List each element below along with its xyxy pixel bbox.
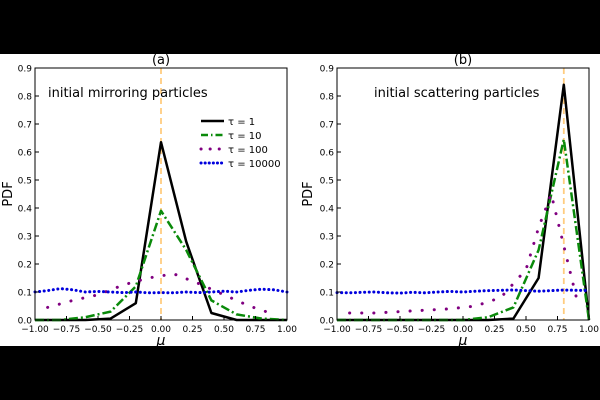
panel-a-xtick-label: −0.75: [53, 325, 81, 335]
panel-b-xtick-label: 0.25: [484, 325, 504, 335]
panel-a-xtick-label: −0.25: [116, 325, 144, 335]
panel-a-annotation: initial mirroring particles: [48, 86, 208, 101]
panel-b-ytick-label: 0.0: [320, 317, 335, 327]
panel-b-ytick-label: 0.6: [320, 149, 335, 159]
panel-a-ytick-label: 0.7: [18, 121, 32, 131]
panel-b-plot: −1.00 −0.75 −0.50 −0.25 0.00 0.25 0.50 0.75 1.00…: [320, 65, 600, 336]
panel-b-xtick-label: −0.25: [418, 325, 446, 335]
panel-a: −1.00 −0.75 −0.50 −0.25 0.00 0.25 0.50 0.75 1.00…: [1, 53, 298, 349]
panel-a-ytick-label: 0.5: [18, 177, 32, 187]
panel-b-xtick-label: 1.00: [579, 325, 599, 335]
panel-a-xlabel: μ: [156, 333, 166, 346]
panel-b-ytick-label: 0.5: [320, 177, 334, 187]
panel-b-frame: [336, 67, 590, 321]
panel-b-ytick-label: 0.2: [320, 261, 334, 271]
panel-b-xtick-label: 0.50: [516, 325, 536, 335]
panel-a-series-1: [35, 209, 288, 322]
panel-a-xtick-label: 0.50: [214, 325, 234, 335]
panel-a-title: (a): [152, 54, 170, 68]
panel-a-ytick-label: 0.0: [18, 317, 33, 327]
panel-a-xtick-label: −1.00: [21, 325, 49, 335]
panel-b-annotation: initial scattering particles: [374, 86, 540, 101]
panel-a-ylabel: PDF: [1, 181, 16, 206]
panel-a-xtick-label: 0.00: [151, 325, 171, 335]
panel-b-ytick-label: 0.4: [320, 205, 335, 215]
panel-a-ytick-label: 0.1: [18, 289, 32, 299]
panel-a-ytick-label: 0.3: [18, 233, 32, 243]
panel-b: −1.00 −0.75 −0.50 −0.25 0.00 0.25 0.50 0.75 1.00…: [301, 53, 600, 349]
panel-b-series-0: [337, 83, 591, 322]
panel-a-ytick-label: 0.9: [18, 65, 33, 75]
panel-a-plot: −1.00 −0.75 −0.50 −0.25 0.00 0.25 0.50 0.75 1.00…: [18, 65, 298, 336]
panel-b-series-3: [335, 288, 591, 295]
panel-b-ylabel: PDF: [301, 181, 316, 206]
legend-label-tau-1: τ = 1: [228, 117, 255, 128]
panel-b-title: (b): [454, 54, 472, 68]
panel-b-xtick-label: −1.00: [323, 325, 351, 335]
legend-label-tau-100: τ = 100: [228, 145, 268, 156]
panel-a-xtick-label: 0.75: [245, 325, 265, 335]
panel-a-ytick-label: 0.4: [18, 205, 33, 215]
chart-svg: −1.00 −0.75 −0.50 −0.25 0.00 0.25 0.50 0.75 1.00…: [1, 53, 600, 349]
legend-label-tau-10000: τ = 10000: [228, 159, 281, 170]
figure: −1.00 −0.75 −0.50 −0.25 0.00 0.25 0.50 0.75 1.00…: [0, 53, 600, 349]
panel-b-xlabel: μ: [458, 333, 468, 346]
panel-a-ytick-label: 0.6: [18, 149, 33, 159]
panel-a-legend: τ = 1 τ = 10 τ = 100 τ = 10000: [199, 117, 281, 170]
panel-b-xtick-label: 0.00: [453, 325, 473, 335]
panel-b-xtick-label: 0.75: [547, 325, 567, 335]
legend-label-tau-10: τ = 10: [228, 131, 261, 142]
panel-a-xtick-label: 0.25: [182, 325, 202, 335]
panel-b-ytick-label: 0.7: [320, 121, 334, 131]
panel-b-xtick-label: −0.50: [386, 325, 414, 335]
panel-a-ytick-label: 0.8: [18, 93, 33, 103]
panel-b-ytick-label: 0.8: [320, 93, 335, 103]
panel-b-ytick-label: 0.1: [320, 289, 334, 299]
panel-b-ytick-label: 0.9: [320, 65, 335, 75]
panel-a-xtick-label: 1.00: [277, 325, 297, 335]
panel-a-series-3: [33, 287, 289, 295]
panel-a-ytick-label: 0.2: [18, 261, 32, 271]
panel-b-xtick-label: −0.75: [355, 325, 383, 335]
panel-b-ytick-label: 0.3: [320, 233, 334, 243]
panel-a-xtick-label: −0.50: [84, 325, 112, 335]
